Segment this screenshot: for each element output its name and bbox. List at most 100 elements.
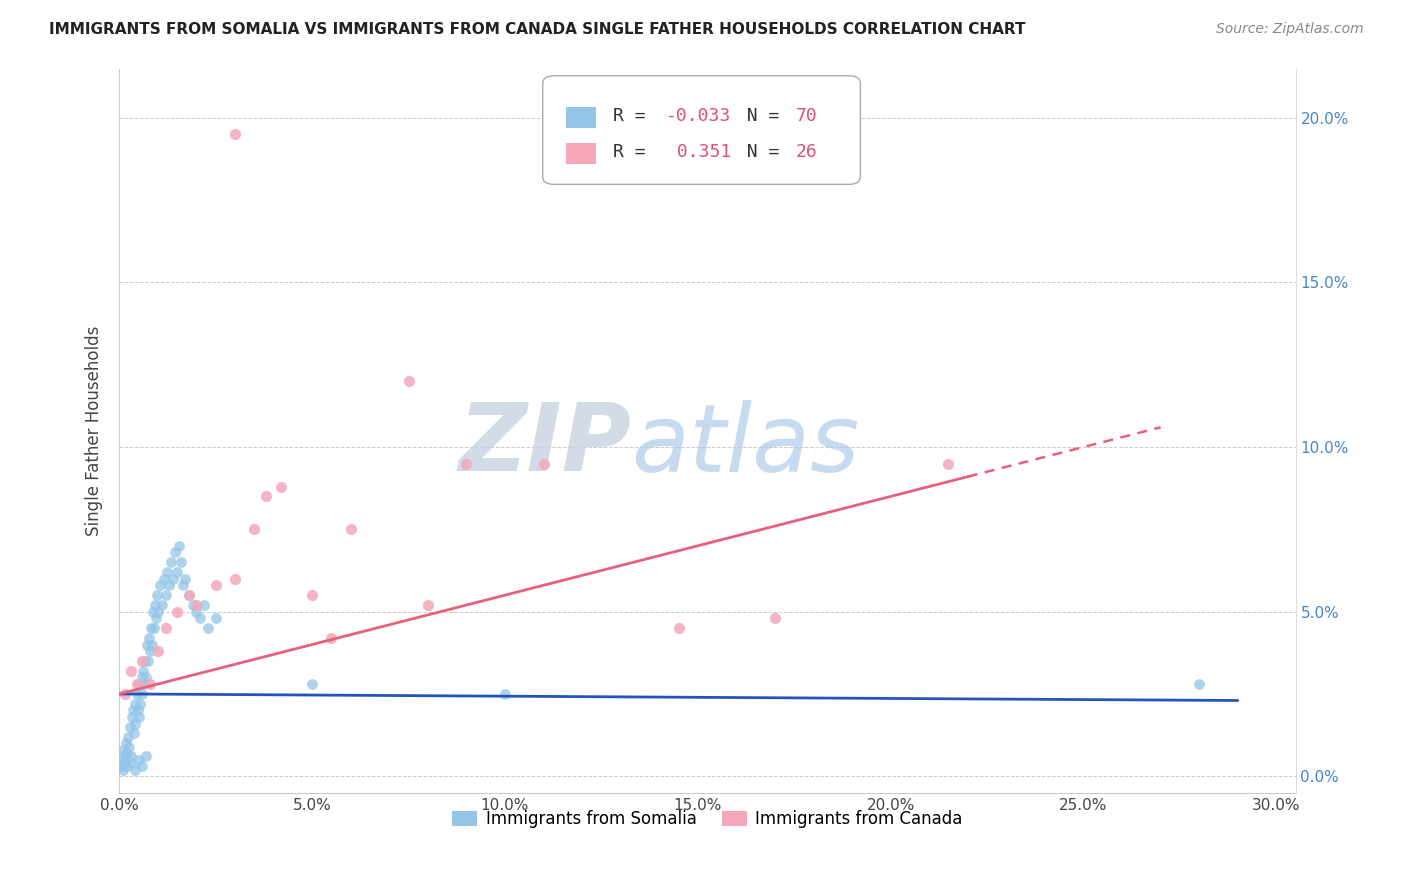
Point — [114, 749, 136, 764]
Point — [224, 128, 246, 142]
Point — [124, 763, 146, 777]
Point — [166, 565, 188, 579]
Point — [398, 374, 420, 388]
Point — [124, 697, 146, 711]
Point — [120, 720, 142, 734]
Point — [162, 572, 184, 586]
Point — [112, 743, 135, 757]
Point — [128, 710, 150, 724]
Point — [156, 565, 179, 579]
Point — [124, 716, 146, 731]
Text: atlas: atlas — [631, 400, 859, 491]
Point — [111, 753, 134, 767]
Text: R =: R = — [613, 106, 657, 125]
Point — [143, 621, 166, 635]
Point — [127, 703, 149, 717]
Point — [533, 457, 555, 471]
Point — [138, 631, 160, 645]
Legend: Immigrants from Somalia, Immigrants from Canada: Immigrants from Somalia, Immigrants from… — [446, 804, 969, 835]
Point — [167, 539, 190, 553]
Point — [115, 759, 138, 773]
Point — [1188, 677, 1211, 691]
Bar — [567, 106, 596, 128]
Point — [121, 710, 143, 724]
Point — [204, 578, 226, 592]
Text: R =: R = — [613, 143, 657, 161]
Point — [494, 687, 516, 701]
Text: ZIP: ZIP — [458, 399, 631, 491]
Point — [142, 605, 165, 619]
Point — [197, 621, 219, 635]
Point — [112, 763, 135, 777]
Point — [188, 611, 211, 625]
Point — [117, 730, 139, 744]
Point — [136, 654, 159, 668]
Point — [177, 588, 200, 602]
FancyBboxPatch shape — [543, 76, 860, 185]
Point — [763, 611, 786, 625]
Point — [301, 588, 323, 602]
Point — [668, 621, 690, 635]
Point — [149, 578, 172, 592]
Point — [166, 605, 188, 619]
Point — [135, 749, 157, 764]
Point — [177, 588, 200, 602]
Text: -0.033: -0.033 — [666, 106, 731, 125]
Point — [131, 670, 153, 684]
Point — [173, 572, 195, 586]
Point — [155, 621, 177, 635]
Point — [118, 739, 141, 754]
Point — [131, 759, 153, 773]
Text: N =: N = — [725, 106, 790, 125]
Point — [204, 611, 226, 625]
Point — [301, 677, 323, 691]
Point — [938, 457, 960, 471]
Point — [115, 736, 138, 750]
Point — [128, 753, 150, 767]
Point — [125, 677, 148, 691]
Point — [339, 522, 361, 536]
Point — [141, 638, 163, 652]
Point — [186, 605, 208, 619]
Point — [456, 457, 478, 471]
Point — [254, 490, 277, 504]
Point — [131, 654, 153, 668]
Point — [243, 522, 266, 536]
Point — [224, 572, 246, 586]
Point — [193, 598, 215, 612]
Point — [120, 664, 142, 678]
Point — [146, 644, 169, 658]
Point — [134, 677, 156, 691]
Point — [139, 621, 162, 635]
Point — [120, 756, 142, 770]
Point — [115, 746, 138, 760]
Point — [416, 598, 439, 612]
Text: Source: ZipAtlas.com: Source: ZipAtlas.com — [1216, 22, 1364, 37]
Point — [170, 555, 193, 569]
Point — [122, 726, 145, 740]
Point — [134, 654, 156, 668]
Point — [131, 687, 153, 701]
Y-axis label: Single Father Households: Single Father Households — [86, 326, 103, 536]
Point — [121, 703, 143, 717]
Text: 26: 26 — [796, 143, 817, 161]
Point — [110, 759, 132, 773]
Text: N =: N = — [725, 143, 790, 161]
Point — [321, 631, 343, 645]
Point — [129, 697, 152, 711]
Bar — [567, 143, 596, 164]
Point — [160, 555, 183, 569]
Point — [114, 687, 136, 701]
Point — [152, 572, 174, 586]
Point — [132, 664, 155, 678]
Point — [120, 749, 142, 764]
Point — [143, 598, 166, 612]
Point — [155, 588, 177, 602]
Point — [135, 670, 157, 684]
Point — [270, 479, 292, 493]
Point — [146, 588, 169, 602]
Text: 0.351: 0.351 — [666, 143, 731, 161]
Point — [157, 578, 180, 592]
Point — [172, 578, 194, 592]
Point — [112, 756, 135, 770]
